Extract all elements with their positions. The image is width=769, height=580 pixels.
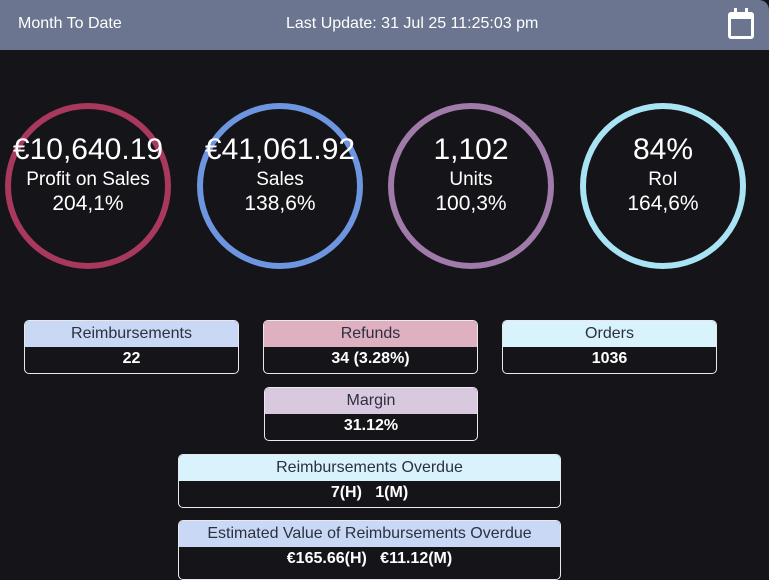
card-orders[interactable]: Orders 1036 xyxy=(502,320,717,374)
top-bar: Month To Date Last Update: 31 Jul 25 11:… xyxy=(0,0,769,50)
metric-percent: 138,6% xyxy=(244,192,316,215)
metric-value: €41,061.92 xyxy=(204,133,356,166)
metric-label: Profit on Sales xyxy=(26,169,150,190)
last-update: Last Update: 31 Jul 25 11:25:03 pm xyxy=(286,15,539,32)
metric-value: €10,640.19 xyxy=(12,133,164,166)
card-value: 7(H) 1(M) xyxy=(330,484,409,501)
card-title: Refunds xyxy=(264,321,477,347)
card-title: Margin xyxy=(265,388,477,414)
calendar-icon[interactable] xyxy=(728,8,754,39)
card-value: 1036 xyxy=(591,350,628,367)
card-estimated-overdue-value[interactable]: Estimated Value of Reimbursements Overdu… xyxy=(178,520,561,580)
metric-value: 84% xyxy=(632,133,694,166)
card-value: 31.12% xyxy=(343,417,399,434)
metric-roi: 84% RoI 164,6% xyxy=(580,103,746,269)
period-label: Month To Date xyxy=(18,15,122,32)
card-title: Estimated Value of Reimbursements Overdu… xyxy=(179,521,560,547)
card-value: €165.66(H) €11.12(M) xyxy=(286,550,453,567)
metric-units: 1,102 Units 100,3% xyxy=(388,103,554,269)
metric-label: Units xyxy=(449,169,493,190)
metric-percent: 204,1% xyxy=(52,192,124,215)
card-reimbursements[interactable]: Reimbursements 22 xyxy=(24,320,239,374)
card-title: Orders xyxy=(503,321,716,347)
metric-sales: €41,061.92 Sales 138,6% xyxy=(197,103,363,269)
card-title: Reimbursements xyxy=(25,321,238,347)
card-title: Reimbursements Overdue xyxy=(179,455,560,481)
metric-percent: 100,3% xyxy=(435,192,507,215)
card-value: 22 xyxy=(122,350,141,367)
card-refunds[interactable]: Refunds 34 (3.28%) xyxy=(263,320,478,374)
card-reimbursements-overdue[interactable]: Reimbursements Overdue 7(H) 1(M) xyxy=(178,454,561,508)
metric-value: 1,102 xyxy=(433,133,509,166)
card-value: 34 (3.28%) xyxy=(331,350,410,367)
metric-profit: €10,640.19 Profit on Sales 204,1% xyxy=(5,103,171,269)
metric-label: Sales xyxy=(256,169,304,190)
card-margin[interactable]: Margin 31.12% xyxy=(264,387,478,441)
metric-label: RoI xyxy=(648,169,678,190)
metric-percent: 164,6% xyxy=(627,192,699,215)
